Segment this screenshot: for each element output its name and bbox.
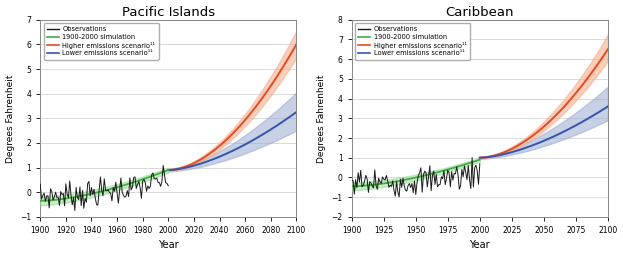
X-axis label: Year: Year [470, 240, 490, 250]
Y-axis label: Degrees Fahrenheit: Degrees Fahrenheit [317, 74, 326, 163]
Legend: Observations, 1900-2000 simulation, Higher emissions scenario¹¹, Lower emissions: Observations, 1900-2000 simulation, High… [44, 23, 159, 60]
Title: Caribbean: Caribbean [445, 6, 514, 18]
Legend: Observations, 1900-2000 simulation, Higher emissions scenario¹¹, Lower emissions: Observations, 1900-2000 simulation, High… [355, 23, 470, 60]
Y-axis label: Degrees Fahrenheit: Degrees Fahrenheit [6, 74, 14, 163]
X-axis label: Year: Year [158, 240, 179, 250]
Title: Pacific Islands: Pacific Islands [121, 6, 215, 18]
